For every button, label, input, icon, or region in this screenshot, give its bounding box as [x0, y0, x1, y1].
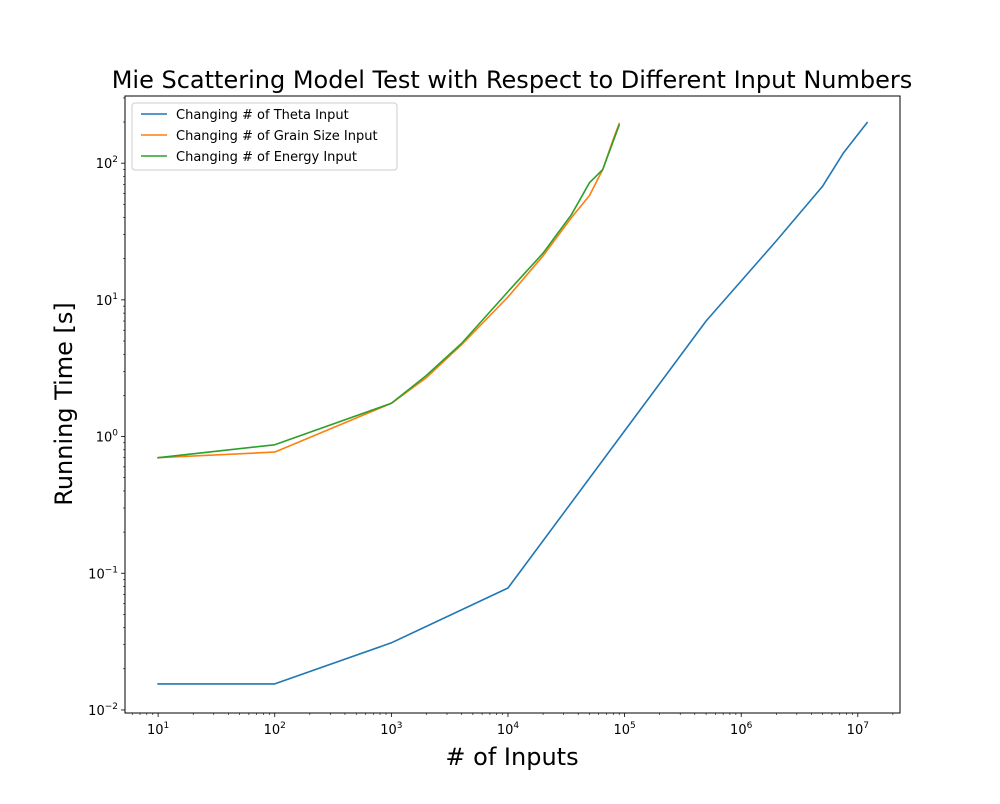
ticks-layer: 101 102 103 104 105 106 107 10−2 10−1 100 101 102 — [88, 97, 894, 738]
x-tick-label: 103 — [380, 721, 402, 738]
plot-frame — [124, 95, 901, 714]
y-tick-label: 10−2 — [88, 702, 118, 719]
legend-frame — [131, 102, 398, 171]
x-tick-label: 101 — [147, 721, 169, 738]
series-line-2 — [157, 122, 621, 459]
legend-label-1: Changing # of Theta Input — [176, 108, 349, 123]
series-layer — [157, 121, 869, 685]
legend-label-3: Changing # of Energy Input — [176, 150, 357, 165]
x-tick-label: 105 — [613, 721, 635, 738]
series-line-3 — [157, 124, 621, 459]
y-tick-label: 102 — [96, 155, 118, 172]
x-tick-label: 106 — [730, 721, 753, 738]
x-tick-label: 102 — [264, 721, 286, 738]
chart-title: Mie Scattering Model Test with Respect t… — [112, 66, 913, 94]
y-tick-label: 10−1 — [88, 565, 118, 582]
series-line-1 — [157, 121, 869, 685]
x-tick-label: 107 — [847, 721, 869, 738]
legend-label-2: Changing # of Grain Size Input — [176, 129, 378, 144]
y-axis-label: Running Time [s] — [50, 302, 78, 506]
y-tick-label: 101 — [96, 292, 118, 309]
y-tick-label: 100 — [96, 429, 119, 446]
x-axis-label: # of Inputs — [445, 743, 578, 771]
x-tick-label: 104 — [497, 721, 520, 738]
legend: Changing # of Theta Input Changing # of G… — [131, 102, 398, 171]
